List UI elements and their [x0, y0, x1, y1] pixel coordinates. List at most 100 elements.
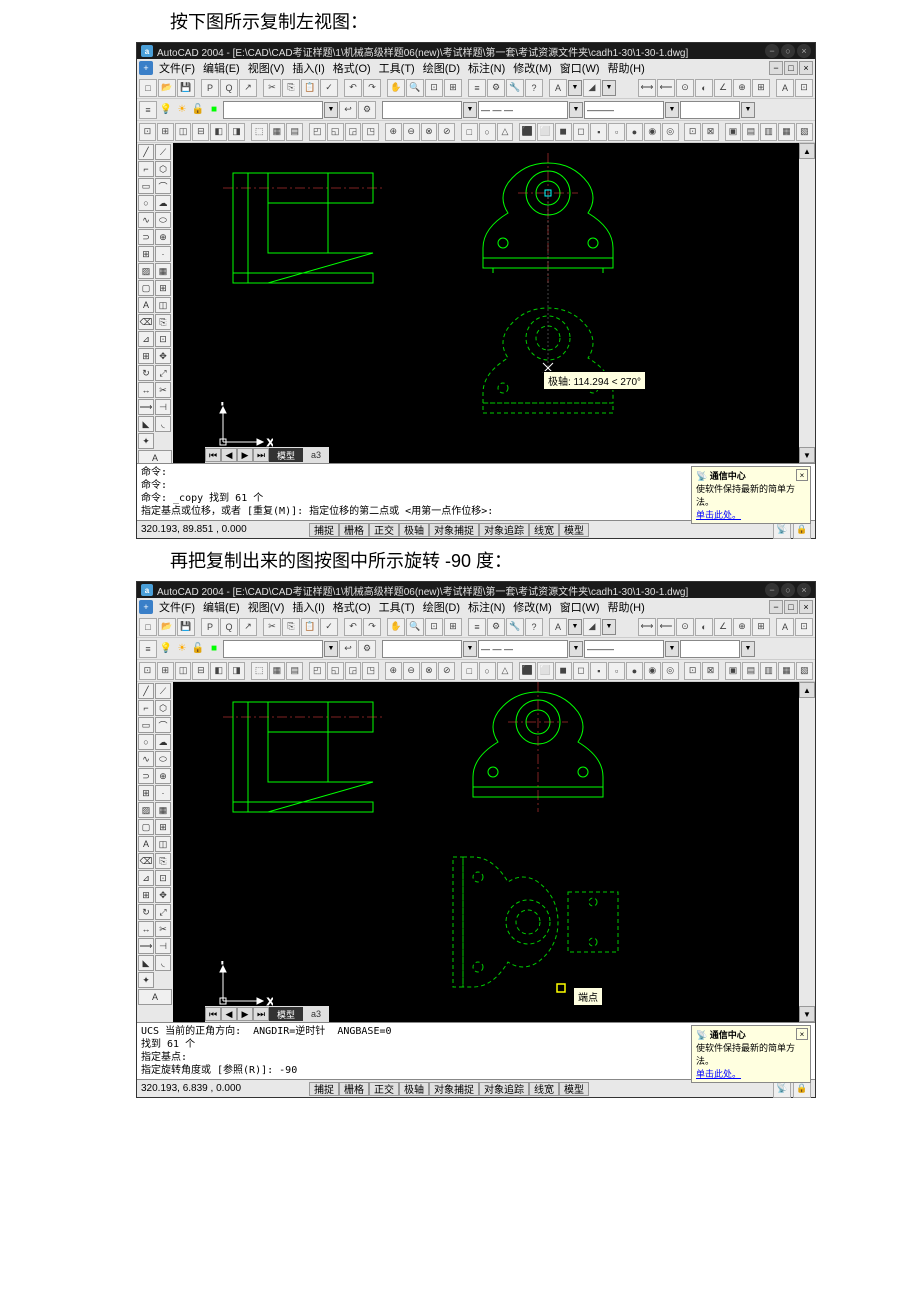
menu-dimension-2[interactable]: 标注(N) — [464, 598, 509, 616]
tab-prev[interactable]: ◀ — [221, 448, 237, 462]
m16[interactable]: ⊗ — [421, 123, 438, 141]
mm29[interactable]: ◎ — [662, 662, 679, 680]
scroll-up[interactable]: ▲ — [799, 143, 815, 159]
pub-2[interactable]: ↗ — [239, 618, 257, 636]
mm11[interactable]: ◱ — [327, 662, 344, 680]
color-dd[interactable]: ▼ — [463, 102, 477, 118]
ellipse-tool[interactable]: ⬭ — [155, 212, 171, 228]
layer-dd-arrow[interactable]: ▼ — [324, 102, 338, 118]
polygon-tool[interactable]: ⬡ — [155, 161, 171, 177]
mm5[interactable]: ◧ — [210, 662, 227, 680]
m36[interactable]: ▧ — [796, 123, 813, 141]
bl-2[interactable]: ⊞ — [138, 785, 154, 801]
layer-dropdown[interactable] — [223, 101, 323, 119]
dim-4[interactable]: ◐ — [695, 79, 713, 97]
pg-2[interactable]: ⬡ — [155, 700, 171, 716]
explode-tool[interactable]: ✦ — [138, 433, 154, 449]
d4-2[interactable]: ◐ — [695, 618, 713, 636]
pan-2[interactable]: ✋ — [387, 618, 405, 636]
command-window-2[interactable]: UCS 当前的正角方向: ANGDIR=逆时针 ANGBASE=0 找到 61 … — [137, 1022, 815, 1079]
m21[interactable]: ⬛ — [519, 123, 536, 141]
menu-edit-2[interactable]: 编辑(E) — [199, 598, 244, 616]
mdi-restore-2[interactable]: □ — [784, 600, 798, 614]
dd2-2[interactable]: ▼ — [602, 619, 616, 635]
xline-tool[interactable]: ⟋ — [155, 144, 171, 160]
m14[interactable]: ⊕ — [385, 123, 402, 141]
m28[interactable]: ◉ — [644, 123, 661, 141]
psda-2[interactable]: ▼ — [741, 641, 755, 657]
minimize-button[interactable]: − — [765, 44, 779, 58]
xp-2[interactable]: ✦ — [138, 972, 154, 988]
m9[interactable]: ▤ — [286, 123, 303, 141]
arc-tool[interactable]: ⌒ — [155, 178, 171, 194]
tr-2[interactable]: ✂ — [155, 921, 171, 937]
menu-window-2[interactable]: 窗口(W) — [556, 598, 604, 616]
layer-mgr[interactable]: ≡ — [139, 101, 157, 119]
otrack-toggle[interactable]: 对象追踪 — [479, 523, 529, 537]
hatch-tool[interactable]: ▨ — [138, 263, 154, 279]
props-2[interactable]: ≡ — [468, 618, 486, 636]
m31[interactable]: ⊠ — [702, 123, 719, 141]
dc-2[interactable]: ⚙ — [487, 618, 505, 636]
menu-tools[interactable]: 工具(T) — [375, 59, 419, 77]
redo-2[interactable]: ↷ — [363, 618, 381, 636]
minimize-button-2[interactable]: − — [765, 583, 779, 597]
m18[interactable]: □ — [461, 123, 478, 141]
maximize-button-2[interactable]: ○ — [781, 583, 795, 597]
dd2[interactable]: ▼ — [602, 80, 616, 96]
t2[interactable]: ◫ — [155, 297, 171, 313]
extend-tool[interactable]: ⟶ — [138, 399, 154, 415]
mm27[interactable]: ● — [626, 662, 643, 680]
rect-tool[interactable]: ▭ — [138, 178, 154, 194]
line-2[interactable]: ╱ — [138, 683, 154, 699]
st-2[interactable]: ↔ — [138, 921, 154, 937]
region-tool[interactable]: ▢ — [138, 280, 154, 296]
m33[interactable]: ▤ — [742, 123, 759, 141]
dim-1[interactable]: ⟷ — [638, 79, 656, 97]
mdi-close-2[interactable]: × — [799, 600, 813, 614]
lwda-2[interactable]: ▼ — [665, 641, 679, 657]
mm4[interactable]: ⊟ — [192, 662, 209, 680]
tab-next[interactable]: ▶ — [237, 448, 253, 462]
zw-2[interactable]: ⊡ — [425, 618, 443, 636]
mm18[interactable]: □ — [461, 662, 478, 680]
of-2[interactable]: ⊡ — [155, 870, 171, 886]
menu-edit[interactable]: 编辑(E) — [199, 59, 244, 77]
el-2[interactable]: ⬭ — [155, 751, 171, 767]
menu-insert-2[interactable]: 插入(I) — [288, 598, 328, 616]
copy-tool[interactable]: ⎘ — [155, 314, 171, 330]
br-2[interactable]: ⊣ — [155, 938, 171, 954]
paste-2[interactable]: 📋 — [301, 618, 319, 636]
tool-b[interactable]: ◢ — [583, 79, 601, 97]
dim-8[interactable]: A — [776, 79, 794, 97]
menu-draw[interactable]: 绘图(D) — [419, 59, 464, 77]
prev-2[interactable]: Q — [220, 618, 238, 636]
sc-2[interactable]: ⤢ — [155, 904, 171, 920]
zp-2[interactable]: ⊞ — [444, 618, 462, 636]
rc-2[interactable]: ▭ — [138, 717, 154, 733]
m19[interactable]: ○ — [479, 123, 496, 141]
model-2[interactable]: 模型 — [559, 1082, 589, 1096]
drawing-canvas[interactable]: 极轴: 114.294 < 270° X Y ⏮ ◀ ▶ ⏭ 模型 a3 — [173, 143, 799, 463]
undo-2[interactable]: ↶ — [344, 618, 362, 636]
m7[interactable]: ⬚ — [251, 123, 268, 141]
tab-layout[interactable]: a3 — [303, 448, 329, 462]
m10[interactable]: ◰ — [309, 123, 326, 141]
mm25[interactable]: ▪ — [590, 662, 607, 680]
m3[interactable]: ◫ — [175, 123, 192, 141]
mm7[interactable]: ⬚ — [251, 662, 268, 680]
layer-tool[interactable]: ⚙ — [358, 101, 376, 119]
trim-tool[interactable]: ✂ — [155, 382, 171, 398]
mm22[interactable]: ⬜ — [537, 662, 554, 680]
mm36[interactable]: ▧ — [796, 662, 813, 680]
mm35[interactable]: ▦ — [778, 662, 795, 680]
ay-2[interactable]: ⊞ — [138, 887, 154, 903]
point-tool[interactable]: · — [155, 246, 171, 262]
tab-last[interactable]: ⏭ — [253, 448, 269, 462]
m24[interactable]: ◻ — [573, 123, 590, 141]
mdi-minimize[interactable]: − — [769, 61, 783, 75]
tf-2[interactable]: ⏮ — [205, 1007, 221, 1021]
ea-2[interactable]: ⊃ — [138, 768, 154, 784]
er-2[interactable]: ⌫ — [138, 853, 154, 869]
m5[interactable]: ◧ — [210, 123, 227, 141]
